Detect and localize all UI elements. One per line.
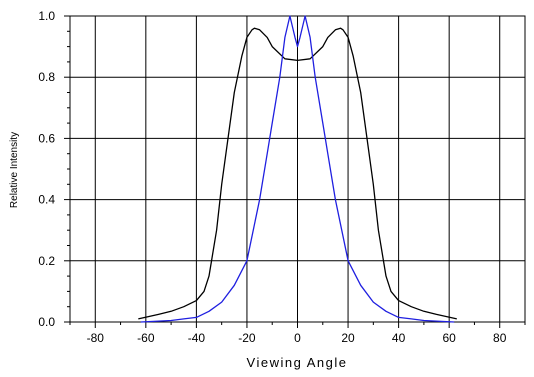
x-tick-label: 40 (392, 331, 406, 345)
x-tick-label: -40 (188, 331, 206, 345)
x-tick-label: 80 (493, 331, 507, 345)
grid-lines (70, 15, 525, 323)
y-tick-label: 0.0 (38, 315, 55, 329)
series-layer (138, 15, 457, 323)
series-line-2 (140, 15, 455, 323)
tick-labels: 0.0 0.2 0.4 0.6 0.8 1.0 -80 -60 -40 -20 0 20 40 60 80 (38, 9, 506, 345)
y-tick-label: 0.4 (38, 193, 55, 207)
axes (64, 15, 526, 328)
y-tick-label: 1.0 (38, 9, 55, 23)
x-tick-label: 20 (341, 331, 355, 345)
x-tick-label: -60 (137, 331, 155, 345)
y-axis-label: Relative Intensity (9, 132, 20, 208)
x-tick-label: 60 (442, 331, 456, 345)
y-tick-label: 0.8 (38, 70, 55, 84)
series-line-1 (138, 27, 457, 320)
x-axis-label: Viewing Angle (247, 355, 348, 370)
x-tick-label: 0 (294, 331, 301, 345)
x-tick-label: -80 (87, 331, 105, 345)
y-tick-label: 0.6 (38, 131, 55, 145)
x-tick-label: -20 (238, 331, 256, 345)
y-tick-label: 0.2 (38, 254, 55, 268)
